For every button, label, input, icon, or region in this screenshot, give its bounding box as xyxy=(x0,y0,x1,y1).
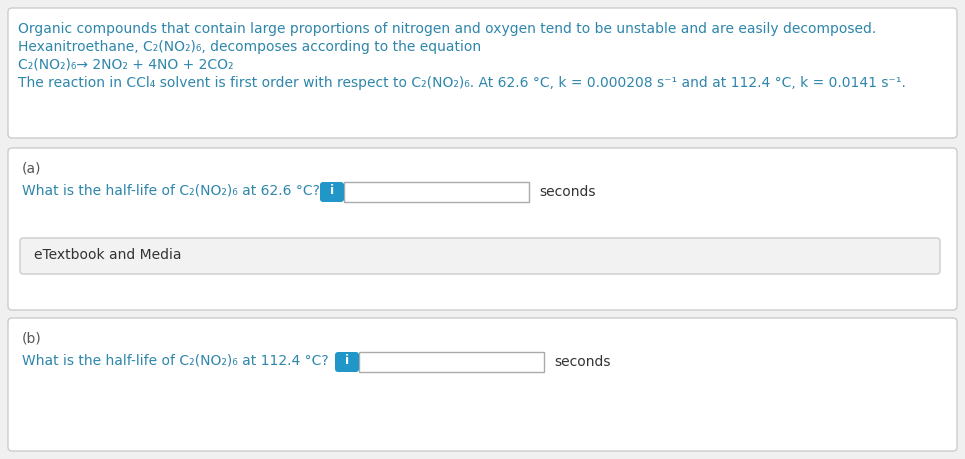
Text: seconds: seconds xyxy=(554,355,611,369)
Text: What is the half-life of C₂(NO₂)₆ at 62.6 °C?: What is the half-life of C₂(NO₂)₆ at 62.… xyxy=(22,184,319,198)
Text: i: i xyxy=(345,354,349,368)
FancyBboxPatch shape xyxy=(335,352,359,372)
Text: C₂(NO₂)₆→ 2NO₂ + 4NO + 2CO₂: C₂(NO₂)₆→ 2NO₂ + 4NO + 2CO₂ xyxy=(18,58,234,72)
Text: Hexanitroethane, C₂(NO₂)₆, decomposes according to the equation: Hexanitroethane, C₂(NO₂)₆, decomposes ac… xyxy=(18,40,482,54)
Bar xyxy=(359,352,544,372)
FancyBboxPatch shape xyxy=(20,238,940,274)
Text: seconds: seconds xyxy=(539,185,595,199)
Text: Organic compounds that contain large proportions of nitrogen and oxygen tend to : Organic compounds that contain large pro… xyxy=(18,22,876,36)
Text: eTextbook and Media: eTextbook and Media xyxy=(34,248,181,262)
Text: (b): (b) xyxy=(22,332,41,346)
Text: The reaction in CCl₄ solvent is first order with respect to C₂(NO₂)₆. At 62.6 °C: The reaction in CCl₄ solvent is first or… xyxy=(18,76,906,90)
FancyBboxPatch shape xyxy=(8,148,957,310)
FancyBboxPatch shape xyxy=(8,8,957,138)
FancyBboxPatch shape xyxy=(320,182,344,202)
FancyBboxPatch shape xyxy=(8,318,957,451)
Bar xyxy=(344,182,529,202)
Text: (a): (a) xyxy=(22,162,41,176)
Text: What is the half-life of C₂(NO₂)₆ at 112.4 °C?: What is the half-life of C₂(NO₂)₆ at 112… xyxy=(22,354,329,368)
Text: i: i xyxy=(330,185,334,197)
